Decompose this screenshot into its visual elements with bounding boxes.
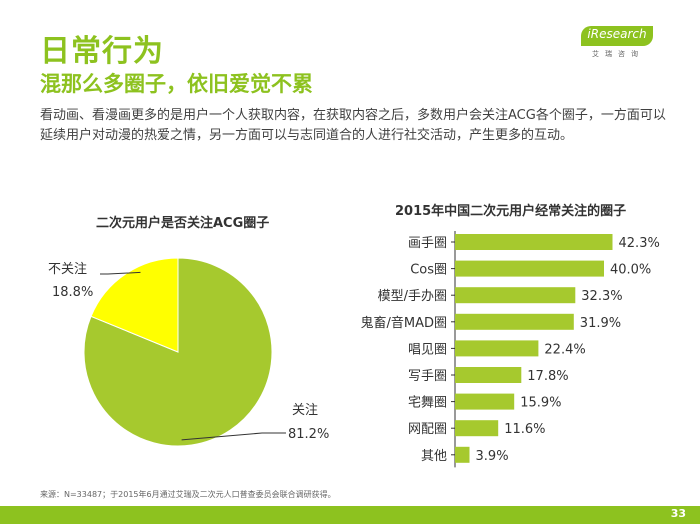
bar-category-label: 画手圈 <box>408 236 447 251</box>
pie-value-follow: 81.2% <box>288 427 329 442</box>
bar-value-label: 17.8% <box>527 369 568 384</box>
bar-category-label: 网配圈 <box>408 422 447 437</box>
bar-category-label: 其他 <box>421 449 447 464</box>
iresearch-logo: iResearch 艾瑞咨询 <box>581 26 656 64</box>
source-note: 来源：N=33487；于2015年6月通过艾瑞及二次元人口普查委员会联合调研获得… <box>40 490 336 499</box>
bar-5 <box>455 367 522 383</box>
bar-value-label: 22.4% <box>544 342 585 357</box>
pie-slice-not-follow <box>90 257 179 353</box>
logo-badge <box>581 26 653 46</box>
leader-line-not-follow <box>100 271 141 275</box>
bar-category-label: 宅舞圈 <box>408 396 447 411</box>
bar-category-label: Cos圈 <box>410 263 447 278</box>
bar-value-label: 11.6% <box>504 422 545 437</box>
bar-3 <box>455 313 574 330</box>
bar-value-label: 31.9% <box>580 316 621 331</box>
bar-category-label: 模型/手办圈 <box>378 289 447 304</box>
pie-label-follow: 关注 <box>292 403 318 418</box>
intro-paragraph: 看动画、看漫画更多的是用户一个人获取内容，在获取内容之后，多数用户会关注ACG各… <box>40 108 666 143</box>
bar-7 <box>455 420 499 437</box>
bar-value-label: 42.3% <box>619 236 660 251</box>
bar-6 <box>455 393 515 410</box>
bar-value-label: 3.9% <box>476 449 509 464</box>
bar-value-label: 32.3% <box>581 289 622 304</box>
bar-8 <box>455 446 470 463</box>
bar-chart-title: 2015年中国二次元用户经常关注的圈子 <box>395 204 627 219</box>
pie-label-not-follow: 不关注 <box>48 262 87 277</box>
bar-category-label: 鬼畜/音MAD圈 <box>361 315 448 331</box>
bar-category-label: 写手圈 <box>408 369 447 384</box>
leader-line-follow <box>181 432 286 441</box>
page-number: 33 <box>670 507 686 520</box>
footer-bar <box>0 506 700 524</box>
pie-chart-title: 二次元用户是否关注ACG圈子 <box>96 216 270 231</box>
bar-2 <box>455 287 576 304</box>
logo-name: iResearch <box>587 27 647 41</box>
bar-0 <box>455 234 613 250</box>
logo-cn-name: 艾瑞咨询 <box>592 50 644 58</box>
page-subtitle: 混那么多圈子，依旧爱觉不累 <box>40 72 313 96</box>
page-title: 日常行为 <box>40 34 164 69</box>
bar-value-label: 15.9% <box>520 396 561 411</box>
bar-4 <box>455 340 539 357</box>
pie-value-not-follow: 18.8% <box>52 285 93 300</box>
bar-category-label: 唱见圈 <box>408 342 447 357</box>
bar-1 <box>455 260 604 277</box>
bar-value-label: 40.0% <box>610 263 651 278</box>
